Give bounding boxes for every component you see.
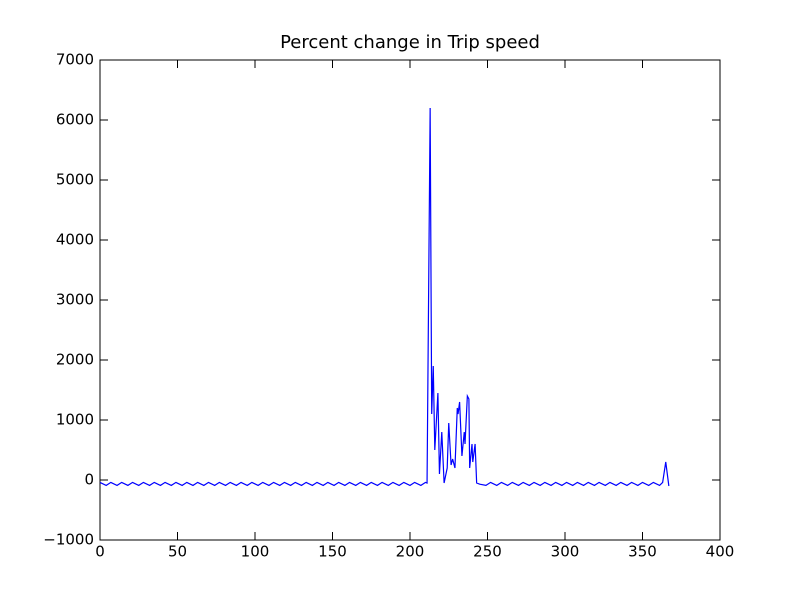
x-tick-label: 0	[95, 543, 105, 561]
y-tick-label: 6000	[56, 111, 94, 129]
y-tick-label: 2000	[56, 351, 94, 369]
y-tick-label: 3000	[56, 291, 94, 309]
y-tick-label: −1000	[43, 531, 94, 549]
x-tick-label: 300	[551, 543, 580, 561]
x-tick-label: 250	[473, 543, 502, 561]
chart-title: Percent change in Trip speed	[280, 32, 540, 53]
x-tick-label: 400	[706, 543, 735, 561]
x-tick-label: 100	[241, 543, 270, 561]
y-tick-label: 0	[84, 471, 94, 489]
x-tick-label: 350	[628, 543, 657, 561]
y-tick-label: 7000	[56, 51, 94, 69]
y-tick-label: 1000	[56, 411, 94, 429]
x-tick-label: 150	[318, 543, 347, 561]
x-tick-label: 200	[396, 543, 425, 561]
data-line	[99, 107, 670, 487]
y-tick-label: 4000	[56, 231, 94, 249]
x-tick-label: 50	[168, 543, 187, 561]
y-tick-label: 5000	[56, 171, 94, 189]
